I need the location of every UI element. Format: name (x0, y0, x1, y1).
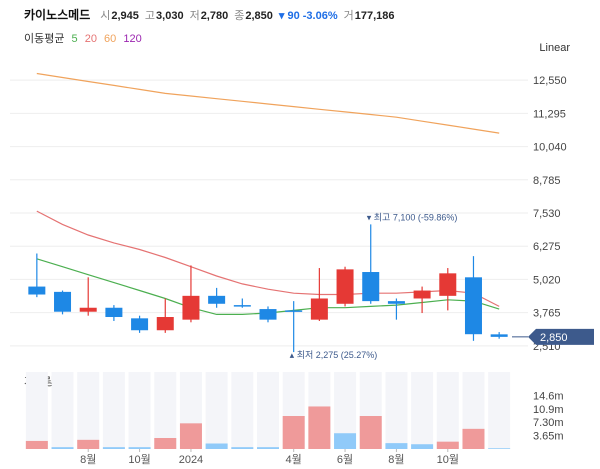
candle-body (336, 269, 354, 304)
candle-body (54, 291, 72, 312)
volume-value: 177,186 (354, 10, 395, 22)
candle-body (105, 307, 123, 318)
high-label: 고 (144, 10, 156, 22)
candle-body (182, 295, 200, 320)
ma-60-line (36, 72, 500, 134)
low-annotation: ▴ 최저 2,275 (25.27%) (290, 350, 378, 360)
volume-bar (77, 439, 100, 449)
volume-tick-label: 14.6m (533, 390, 564, 402)
price-tick-label: 10,040 (533, 142, 567, 154)
volume-column-bg (102, 372, 125, 449)
candle-body (208, 295, 226, 304)
x-tick-label: 10월 (437, 453, 459, 466)
volume-tick-label: 7.30m (533, 417, 564, 429)
volume-column-bg (334, 372, 357, 449)
volume-bar (411, 444, 434, 449)
x-tick-label: 8월 (80, 453, 96, 466)
volume-column-bg (205, 372, 228, 449)
volume-bar (51, 447, 74, 449)
price-tick-label: 3,765 (533, 308, 561, 320)
ma-legend-120: 120 (123, 33, 142, 45)
volume-column-bg (128, 372, 151, 449)
volume-bar (462, 428, 485, 449)
candle-body (28, 286, 46, 295)
volume-column-bg (51, 372, 74, 449)
candle-body (156, 317, 174, 331)
x-tick-label: 10월 (128, 453, 150, 466)
volume-tick-label: 3.65m (533, 431, 564, 443)
volume-bar (436, 441, 459, 449)
close-value: 2,850 (245, 10, 273, 22)
moving-average-legend[interactable]: 이동평균 5 20 60 120 (24, 30, 146, 46)
scale-toggle-button[interactable]: Linear (539, 42, 570, 54)
ma-legend-60: 60 (104, 33, 117, 45)
high-value: 3,030 (156, 10, 184, 22)
ma-legend-5: 5 (71, 33, 78, 45)
price-tick-label: 5,020 (533, 274, 561, 286)
ma-legend-title: 이동평균 (24, 33, 65, 45)
volume-column-bg (77, 372, 100, 449)
candle-body (464, 277, 482, 335)
volume-column-bg (411, 372, 434, 449)
volume-bar (25, 440, 48, 449)
low-value: 2,780 (200, 10, 229, 22)
volume-bar (385, 443, 408, 449)
volume-column-bg (488, 372, 511, 449)
open-label: 시 (100, 10, 111, 22)
candle-body (233, 305, 251, 307)
candle-body (387, 301, 405, 304)
price-tick-label: 7,530 (533, 208, 561, 220)
volume-bar (308, 406, 331, 449)
x-tick-label: 2024 (179, 454, 203, 466)
candle-body (285, 310, 303, 312)
ma-legend-20: 20 (84, 33, 97, 45)
candle-body (79, 307, 97, 312)
volume-tick-label: 10.9m (533, 404, 564, 416)
price-tick-label: 8,785 (533, 175, 561, 187)
price-tick-label: 6,275 (533, 241, 561, 253)
volume-bar (205, 443, 228, 449)
x-tick-label: 6월 (337, 453, 353, 466)
candle-body (362, 272, 380, 302)
volume-bar (359, 416, 382, 449)
volume-bar (154, 438, 177, 449)
candle-body (259, 309, 277, 320)
stock-name: 카이노스메드 (24, 8, 91, 22)
volume-column-bg (436, 372, 459, 449)
x-tick-label: 8월 (388, 453, 404, 466)
ma-5-line (36, 258, 500, 315)
volume-bar (231, 447, 254, 449)
candle-body (413, 290, 431, 299)
candle-body (310, 298, 328, 320)
volume-bar (488, 448, 511, 449)
x-tick-label: 4월 (286, 453, 302, 466)
volume-label: 거 (343, 10, 354, 22)
change-value: ▾ 90 -3.06% (278, 10, 338, 22)
volume-column-bg (25, 372, 48, 449)
close-label: 종 (234, 10, 245, 22)
candle-body (439, 273, 457, 296)
volume-bar (334, 433, 357, 449)
price-tick-label: 12,550 (533, 75, 567, 87)
volume-column-bg (385, 372, 408, 449)
volume-column-bg (257, 372, 279, 449)
volume-column-bg (154, 372, 177, 449)
candle-body (490, 334, 508, 337)
volume-bar (179, 423, 202, 449)
high-annotation: ▾ 최고 7,100 (-59.86%) (367, 212, 458, 222)
volume-bar (128, 447, 151, 449)
current-price-badge (528, 328, 594, 345)
volume-bar (257, 447, 279, 449)
volume-bar (282, 416, 305, 449)
candle-body (131, 318, 149, 331)
current-price-label: 2,850 (540, 332, 568, 344)
volume-bar (102, 447, 125, 449)
low-label: 저 (189, 10, 200, 22)
volume-column-bg (231, 372, 254, 449)
price-header: 카이노스메드 시 2,945 고 3,030 저 2,780 종 2,850 ▾… (24, 6, 401, 24)
price-tick-label: 11,295 (533, 108, 566, 120)
open-value: 2,945 (111, 10, 139, 22)
